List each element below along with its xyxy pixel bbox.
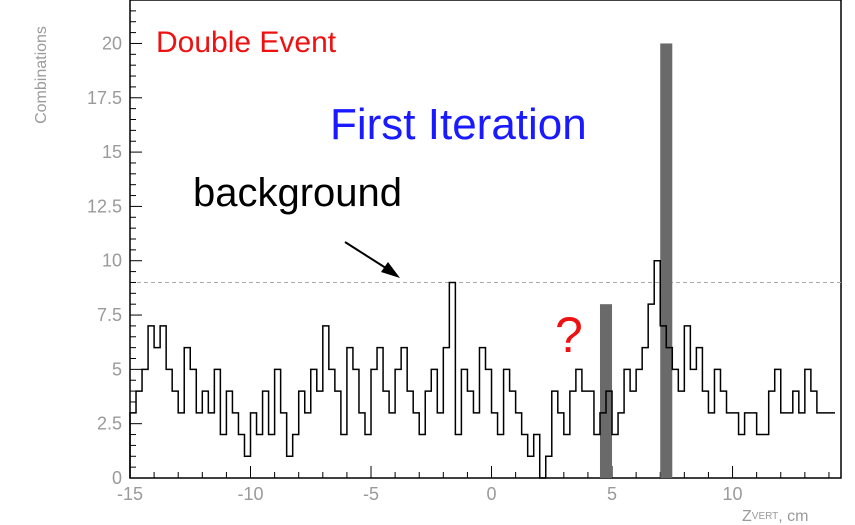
y-tick-label: 5 xyxy=(112,359,122,379)
x-tick-label: 0 xyxy=(487,484,497,504)
annotation-background: background xyxy=(193,171,402,215)
y-axis: 0 2.5 5 7.5 10 12.5 15 17.5 20 xyxy=(87,0,142,488)
background-arrow-head xyxy=(381,262,400,278)
y-tick-label: 10 xyxy=(102,251,122,271)
x-axis-title-main: Z xyxy=(742,508,752,525)
x-tick-label: -10 xyxy=(238,484,264,504)
y-tick-label: 12.5 xyxy=(87,196,122,216)
y-tick-label: 15 xyxy=(102,142,122,162)
x-axis-title: ZVERT, cm xyxy=(742,508,809,525)
y-tick-label: 20 xyxy=(102,33,122,53)
annotation-question-mark: ? xyxy=(555,307,583,363)
x-tick-label: -5 xyxy=(363,484,379,504)
highlight-bar xyxy=(660,43,673,479)
annotation-double-event: Double Event xyxy=(156,26,337,59)
y-tick-label: 17.5 xyxy=(87,88,122,108)
y-tick-label: 7.5 xyxy=(97,305,122,325)
plot-frame xyxy=(129,0,842,479)
x-tick-label: 10 xyxy=(723,484,743,504)
highlight-bars xyxy=(599,43,673,479)
y-tick-label: 0 xyxy=(112,468,122,488)
x-axis-title-unit: , cm xyxy=(778,508,808,525)
x-axis: -15 -10 -5 0 5 10 xyxy=(117,466,830,504)
y-tick-label: 2.5 xyxy=(97,414,122,434)
annotation-first-iteration: First Iteration xyxy=(330,100,587,149)
histogram-step-line xyxy=(129,259,835,479)
x-tick-label: 5 xyxy=(607,484,617,504)
background-arrow xyxy=(344,241,393,273)
x-tick-label: -15 xyxy=(117,484,143,504)
x-axis-title-subscript: VERT xyxy=(752,511,779,522)
y-axis-title: Combinations xyxy=(33,26,50,124)
